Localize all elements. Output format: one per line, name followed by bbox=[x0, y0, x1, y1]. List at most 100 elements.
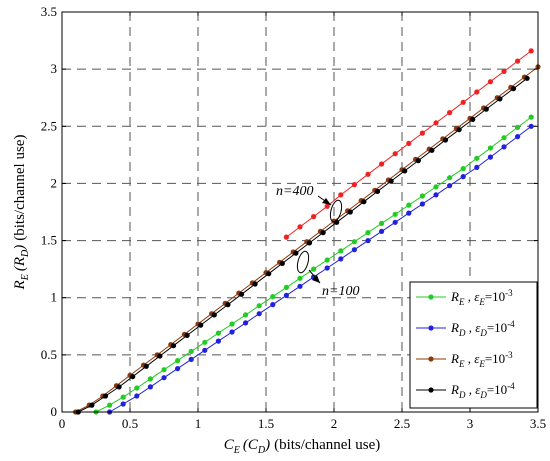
data-point bbox=[324, 265, 330, 271]
y-tick-label: 1 bbox=[51, 290, 58, 305]
data-point bbox=[143, 363, 149, 369]
x-tick-label: 2 bbox=[331, 416, 338, 431]
x-tick-label: 3 bbox=[467, 416, 474, 431]
y-tick-label: 0.5 bbox=[41, 347, 57, 362]
data-point bbox=[474, 89, 480, 95]
data-point bbox=[351, 239, 357, 245]
data-point bbox=[388, 178, 394, 184]
data-point bbox=[442, 137, 449, 143]
x-tick-label: 1.5 bbox=[258, 416, 274, 431]
series-4 bbox=[283, 48, 534, 240]
data-point bbox=[266, 271, 272, 277]
data-point bbox=[460, 174, 466, 180]
data-point bbox=[470, 116, 476, 122]
data-point bbox=[225, 302, 231, 308]
data-point bbox=[447, 183, 453, 189]
data-point bbox=[402, 168, 408, 174]
data-point bbox=[515, 134, 521, 140]
x-axis-label: CE (CD) (bits/channel use) bbox=[224, 437, 381, 456]
x-tick-label: 0 bbox=[59, 416, 66, 431]
x-tick-labels: 0 0.5 1 1.5 2 2.5 3 3.5 bbox=[59, 416, 546, 431]
legend-marker bbox=[428, 325, 434, 331]
data-point bbox=[184, 332, 190, 338]
y-tick-label: 3 bbox=[51, 61, 58, 76]
data-point bbox=[256, 303, 262, 309]
data-point bbox=[392, 151, 398, 157]
data-point bbox=[102, 393, 109, 399]
data-point bbox=[229, 321, 235, 327]
data-point bbox=[338, 248, 344, 254]
data-point bbox=[229, 329, 235, 335]
data-point bbox=[293, 250, 299, 256]
data-point bbox=[243, 312, 249, 318]
data-point bbox=[134, 385, 140, 391]
data-point bbox=[211, 312, 217, 318]
legend-marker bbox=[428, 356, 434, 362]
data-point bbox=[433, 184, 439, 190]
data-point bbox=[515, 124, 521, 130]
data-point bbox=[406, 140, 412, 146]
data-point bbox=[188, 356, 194, 362]
legend: RE , εE=10-3 RD , εD=10-4 RE , εE=10-3 RD ,… bbox=[409, 281, 538, 409]
data-point bbox=[202, 339, 208, 345]
data-point bbox=[487, 79, 493, 85]
legend-marker bbox=[428, 294, 434, 300]
data-point bbox=[243, 320, 249, 326]
data-point bbox=[460, 99, 466, 105]
data-point bbox=[460, 166, 466, 172]
data-point bbox=[306, 240, 313, 246]
data-point bbox=[487, 154, 493, 160]
y-tick-label: 1.5 bbox=[41, 233, 57, 248]
data-point bbox=[198, 322, 204, 328]
data-point bbox=[365, 230, 371, 236]
annotation-n400-label: n=400 bbox=[276, 184, 313, 199]
data-point bbox=[188, 348, 194, 354]
data-point bbox=[379, 228, 385, 234]
data-point bbox=[528, 48, 534, 54]
data-point bbox=[433, 120, 439, 126]
data-point bbox=[415, 158, 421, 164]
data-point bbox=[324, 203, 330, 209]
plot-border bbox=[61, 11, 539, 413]
data-point bbox=[474, 155, 480, 161]
data-point bbox=[406, 210, 412, 216]
legend-item: RE , εE=10-3 bbox=[416, 350, 513, 369]
legend-item: RE , εE=10-3 bbox=[416, 288, 513, 307]
data-point bbox=[392, 211, 398, 217]
data-point bbox=[89, 402, 95, 408]
legend-box bbox=[409, 281, 538, 409]
data-point bbox=[238, 291, 245, 297]
data-point bbox=[528, 114, 534, 120]
data-point bbox=[320, 230, 326, 236]
annotation-n400: n=400 bbox=[276, 184, 343, 223]
series-0 bbox=[93, 114, 534, 415]
data-point bbox=[256, 311, 262, 317]
data-point bbox=[116, 384, 122, 390]
data-point bbox=[283, 234, 289, 240]
legend-label: RD , εD=10-4 bbox=[450, 381, 515, 400]
data-point bbox=[379, 161, 385, 167]
data-point bbox=[365, 238, 371, 244]
data-point bbox=[483, 106, 489, 112]
data-point bbox=[297, 283, 303, 289]
data-point bbox=[215, 330, 221, 336]
annotation-n100: n=100 bbox=[296, 250, 359, 299]
data-point bbox=[161, 375, 167, 381]
data-point bbox=[215, 338, 221, 344]
data-point bbox=[157, 353, 163, 359]
data-point bbox=[379, 220, 385, 226]
y-axis-label: RE(RD)(bits/channel use) bbox=[12, 135, 31, 291]
data-point bbox=[338, 192, 344, 198]
data-point bbox=[147, 384, 153, 390]
data-point bbox=[161, 367, 167, 373]
data-point bbox=[433, 192, 439, 198]
legend-label: RE , εE=10-3 bbox=[450, 288, 513, 307]
data-point bbox=[419, 193, 425, 199]
data-point bbox=[419, 130, 425, 136]
data-point bbox=[147, 376, 153, 382]
x-tick-label: 1 bbox=[195, 416, 202, 431]
data-point bbox=[120, 394, 126, 400]
series-3 bbox=[75, 75, 530, 415]
data-point bbox=[406, 202, 412, 208]
